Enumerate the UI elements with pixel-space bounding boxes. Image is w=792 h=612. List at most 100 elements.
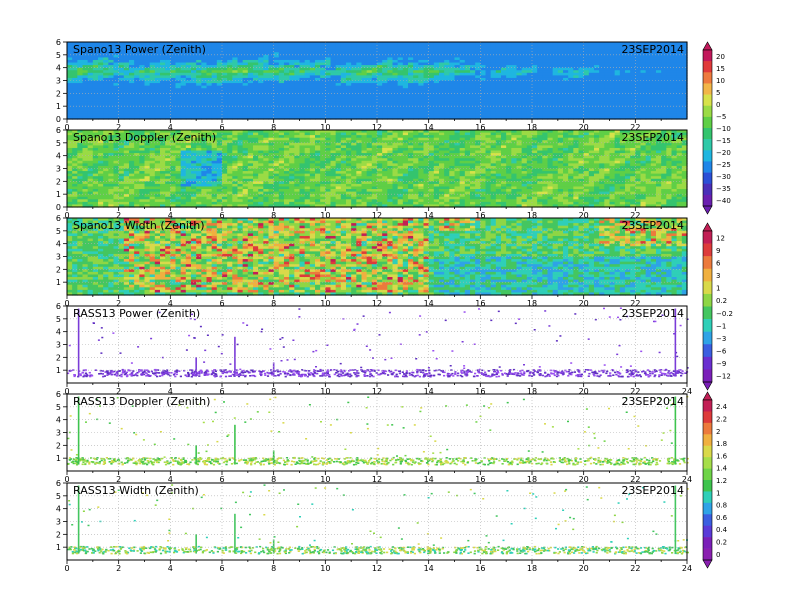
data-point: [299, 462, 302, 465]
data-point: [377, 546, 380, 549]
data-point: [420, 459, 423, 462]
data-point: [602, 371, 605, 374]
data-point: [568, 373, 571, 375]
data-point: [441, 546, 445, 549]
x-tick-label: 6: [219, 387, 224, 396]
data-point: [663, 374, 666, 376]
data-point: [297, 372, 300, 375]
data-point: [251, 374, 254, 377]
data-point: [595, 551, 598, 554]
data-point: [375, 549, 379, 551]
data-point: [483, 549, 486, 552]
data-point: [514, 322, 517, 325]
data-point: [419, 315, 422, 317]
data-point: [251, 547, 255, 549]
data-point: [393, 551, 396, 554]
data-point: [618, 463, 621, 466]
data-point: [166, 461, 169, 464]
data-point: [270, 430, 273, 432]
data-point: [629, 365, 632, 367]
colorbar-swatch: [703, 172, 712, 185]
data-point: [418, 550, 421, 553]
data-point: [231, 373, 234, 376]
data-point: [205, 536, 208, 539]
data-point: [521, 373, 524, 376]
colorbar-swatch: [703, 293, 712, 307]
data-point: [429, 458, 432, 460]
data-point: [654, 320, 657, 323]
data-point: [212, 463, 216, 466]
data-point: [390, 357, 393, 359]
data-point: [413, 546, 416, 549]
data-point: [412, 548, 415, 551]
data-point: [109, 372, 112, 375]
data-point: [473, 343, 476, 345]
data-point: [487, 458, 490, 460]
data-point: [215, 458, 218, 461]
data-point: [281, 337, 284, 339]
data-point: [300, 462, 303, 465]
colorbar-swatch: [703, 548, 712, 561]
data-point: [464, 546, 467, 549]
data-point: [643, 550, 647, 553]
data-point: [363, 374, 366, 376]
data-point: [533, 370, 536, 372]
data-point: [419, 551, 422, 554]
panel-title: Spano13 Power (Zenith): [73, 43, 206, 56]
data-point: [259, 372, 262, 374]
data-point: [594, 371, 597, 374]
y-tick-label: 6: [56, 302, 61, 311]
data-point: [82, 461, 85, 463]
data-point: [143, 552, 146, 555]
data-point: [179, 463, 182, 466]
data-point: [75, 547, 78, 550]
data-point: [119, 546, 122, 548]
data-point: [570, 362, 573, 364]
data-point: [103, 462, 107, 465]
data-point: [460, 369, 463, 372]
data-point: [355, 551, 358, 553]
data-point: [626, 461, 629, 464]
data-point: [166, 369, 169, 371]
data-point: [394, 375, 397, 378]
data-point: [385, 460, 388, 463]
data-point: [249, 547, 252, 550]
data-point: [460, 372, 464, 374]
data-point: [71, 550, 74, 553]
data-point: [644, 463, 647, 465]
data-point: [518, 318, 521, 320]
data-point: [74, 460, 77, 462]
data-point: [565, 370, 568, 373]
data-point: [528, 374, 531, 377]
data-point: [567, 549, 570, 551]
data-point: [544, 372, 547, 374]
data-point: [587, 549, 590, 552]
colorbar-label: −5: [716, 113, 726, 121]
data-point: [449, 365, 452, 367]
data-point: [322, 457, 325, 460]
data-point: [504, 460, 507, 462]
data-point: [100, 352, 103, 354]
data-point: [459, 457, 462, 460]
data-point: [278, 550, 281, 553]
data-point: [566, 463, 569, 466]
data-point: [668, 549, 671, 552]
data-point: [414, 461, 417, 463]
colorbar-label: 1.4: [716, 465, 728, 473]
data-point: [78, 549, 81, 552]
data-point: [652, 458, 655, 461]
y-tick-label: 3: [56, 518, 61, 527]
data-point: [198, 370, 201, 373]
data-point: [186, 550, 189, 553]
data-point: [343, 458, 346, 460]
data-point: [102, 463, 105, 465]
data-point: [335, 371, 338, 374]
data-point: [574, 459, 577, 461]
data-point: [626, 458, 629, 460]
data-point: [458, 548, 461, 550]
data-point: [550, 463, 553, 466]
data-point: [291, 370, 294, 372]
data-point: [210, 462, 213, 465]
data-point: [538, 366, 541, 368]
data-point: [313, 546, 316, 548]
